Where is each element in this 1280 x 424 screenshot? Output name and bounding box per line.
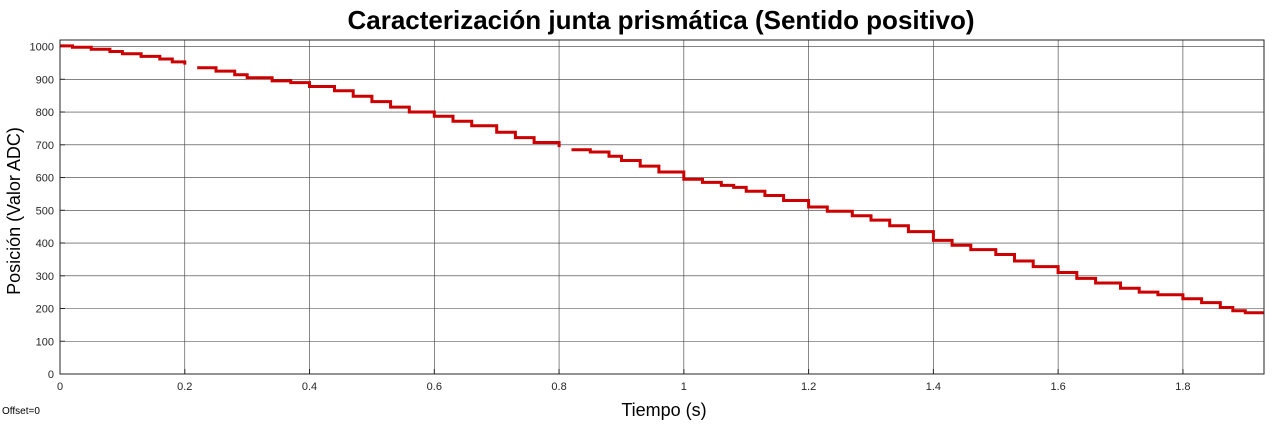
y-axis-label: Posición (Valor ADC) (4, 127, 24, 295)
data-lines (60, 44, 1264, 315)
series-line-segment (197, 66, 561, 148)
y-tick-label: 400 (36, 238, 54, 250)
x-tick-label: 1.2 (801, 381, 816, 393)
offset-label: Offset=0 (2, 406, 40, 417)
y-tick-label: 700 (36, 140, 54, 152)
y-tick-labels: 0 100 200 300 400 500 600 700 800 900 1000 (30, 42, 54, 381)
plot-area (60, 40, 1264, 374)
x-tick-label: 0.6 (427, 381, 442, 393)
y-tick-label: 200 (36, 304, 54, 316)
x-tick-label: 0.2 (177, 381, 192, 393)
x-tick-label: 1.8 (1175, 381, 1190, 393)
x-axis-label: Tiempo (s) (621, 400, 706, 420)
y-tick-label: 100 (36, 336, 54, 348)
x-tick-labels: 0 0.2 0.4 0.6 0.8 1 1.2 1.4 1.6 1.8 (57, 381, 1191, 393)
y-tick-label: 600 (36, 173, 54, 185)
y-tick-label: 0 (48, 369, 54, 381)
series-line-segment (60, 44, 187, 65)
x-tick-label: 1 (681, 381, 687, 393)
x-tick-label: 0.8 (551, 381, 566, 393)
x-tick-label: 1.6 (1050, 381, 1065, 393)
x-tick-label: 0 (57, 381, 63, 393)
series-line-segment (571, 148, 1264, 315)
y-tick-label: 800 (36, 107, 54, 119)
y-tick-label: 500 (36, 205, 54, 217)
y-tick-label: 300 (36, 271, 54, 283)
x-tick-label: 0.4 (302, 381, 317, 393)
x-tick-label: 1.4 (926, 381, 941, 393)
chart-title: Caracterización junta prismática (Sentid… (347, 5, 974, 35)
plot-frame (59, 39, 1265, 375)
y-tick-label: 1000 (30, 42, 54, 54)
y-tick-label: 900 (36, 74, 54, 86)
